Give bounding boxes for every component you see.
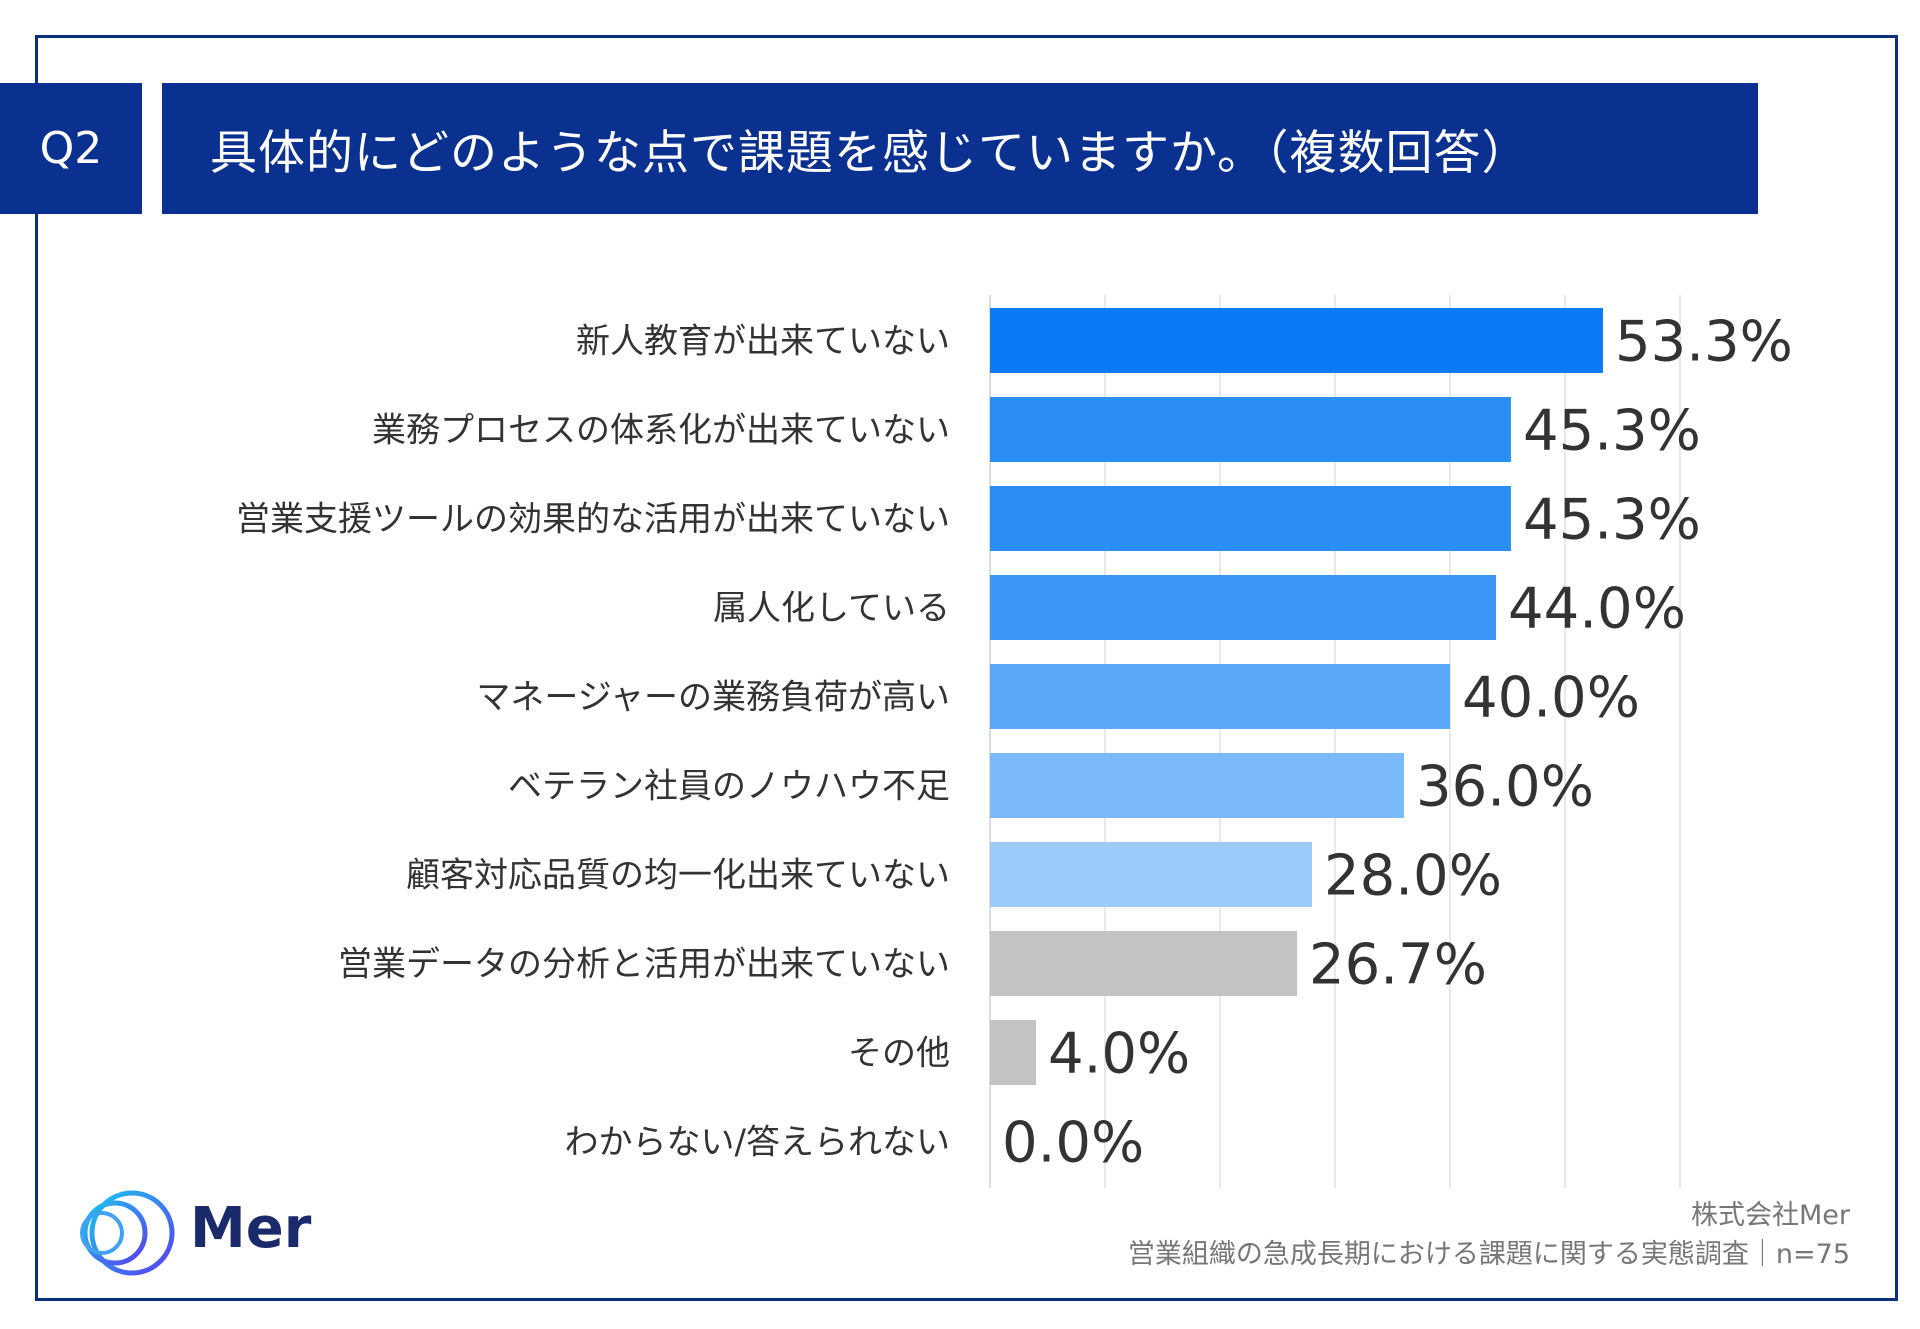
value-label: 26.7% (1309, 933, 1487, 998)
bar (990, 664, 1450, 729)
bar (990, 842, 1312, 907)
bar (990, 486, 1511, 551)
logo-wordmark: Mer (190, 1196, 312, 1261)
bar (990, 753, 1404, 818)
category-label: 新人教育が出来ていない (576, 322, 950, 362)
value-label: 45.3% (1523, 399, 1701, 464)
category-label: 営業データの分析と活用が出来ていない (338, 945, 950, 985)
value-label: 53.3% (1615, 310, 1793, 375)
category-label: 業務プロセスの体系化が出来ていない (372, 411, 950, 451)
value-label: 36.0% (1416, 755, 1594, 820)
value-label: 45.3% (1523, 488, 1701, 553)
value-label: 0.0% (1002, 1111, 1144, 1176)
category-label: 顧客対応品質の均一化出来ていない (406, 856, 950, 896)
mer-rings-logo-icon (80, 1190, 175, 1276)
question-number-badge: Q2 (0, 83, 142, 214)
footer-survey: 営業組織の急成長期における課題に関する実態調査｜n=75 (1127, 1239, 1850, 1270)
category-label: マネージャーの業務負荷が高い (476, 678, 950, 718)
bar (990, 1020, 1036, 1085)
footer-company: 株式会社Mer (1690, 1200, 1850, 1231)
chart-bars: 新人教育が出来ていない 53.3% 業務プロセスの体系化が出来ていない 45.3% 営業… (236, 308, 1793, 1176)
value-label: 40.0% (1462, 666, 1640, 731)
bar (990, 308, 1603, 373)
category-label: わからない/答えられない (565, 1123, 950, 1163)
value-label: 4.0% (1048, 1022, 1190, 1087)
bar (990, 931, 1298, 996)
category-label: その他 (848, 1034, 950, 1074)
value-label: 44.0% (1508, 577, 1686, 642)
category-label: ベテラン社員のノウハウ不足 (508, 767, 950, 807)
category-label: 営業支援ツールの効果的な活用が出来ていない (236, 500, 950, 540)
figure-frame (35, 35, 1898, 1301)
value-label: 28.0% (1324, 844, 1502, 909)
question-number: Q2 (39, 123, 103, 174)
bar (990, 575, 1496, 640)
category-label: 属人化している (713, 589, 950, 629)
question-title-bar: 具体的にどのような点で課題を感じていますか。（複数回答） (162, 83, 1758, 214)
bar (990, 397, 1511, 462)
question-title: 具体的にどのような点で課題を感じていますか。（複数回答） (210, 126, 1530, 181)
